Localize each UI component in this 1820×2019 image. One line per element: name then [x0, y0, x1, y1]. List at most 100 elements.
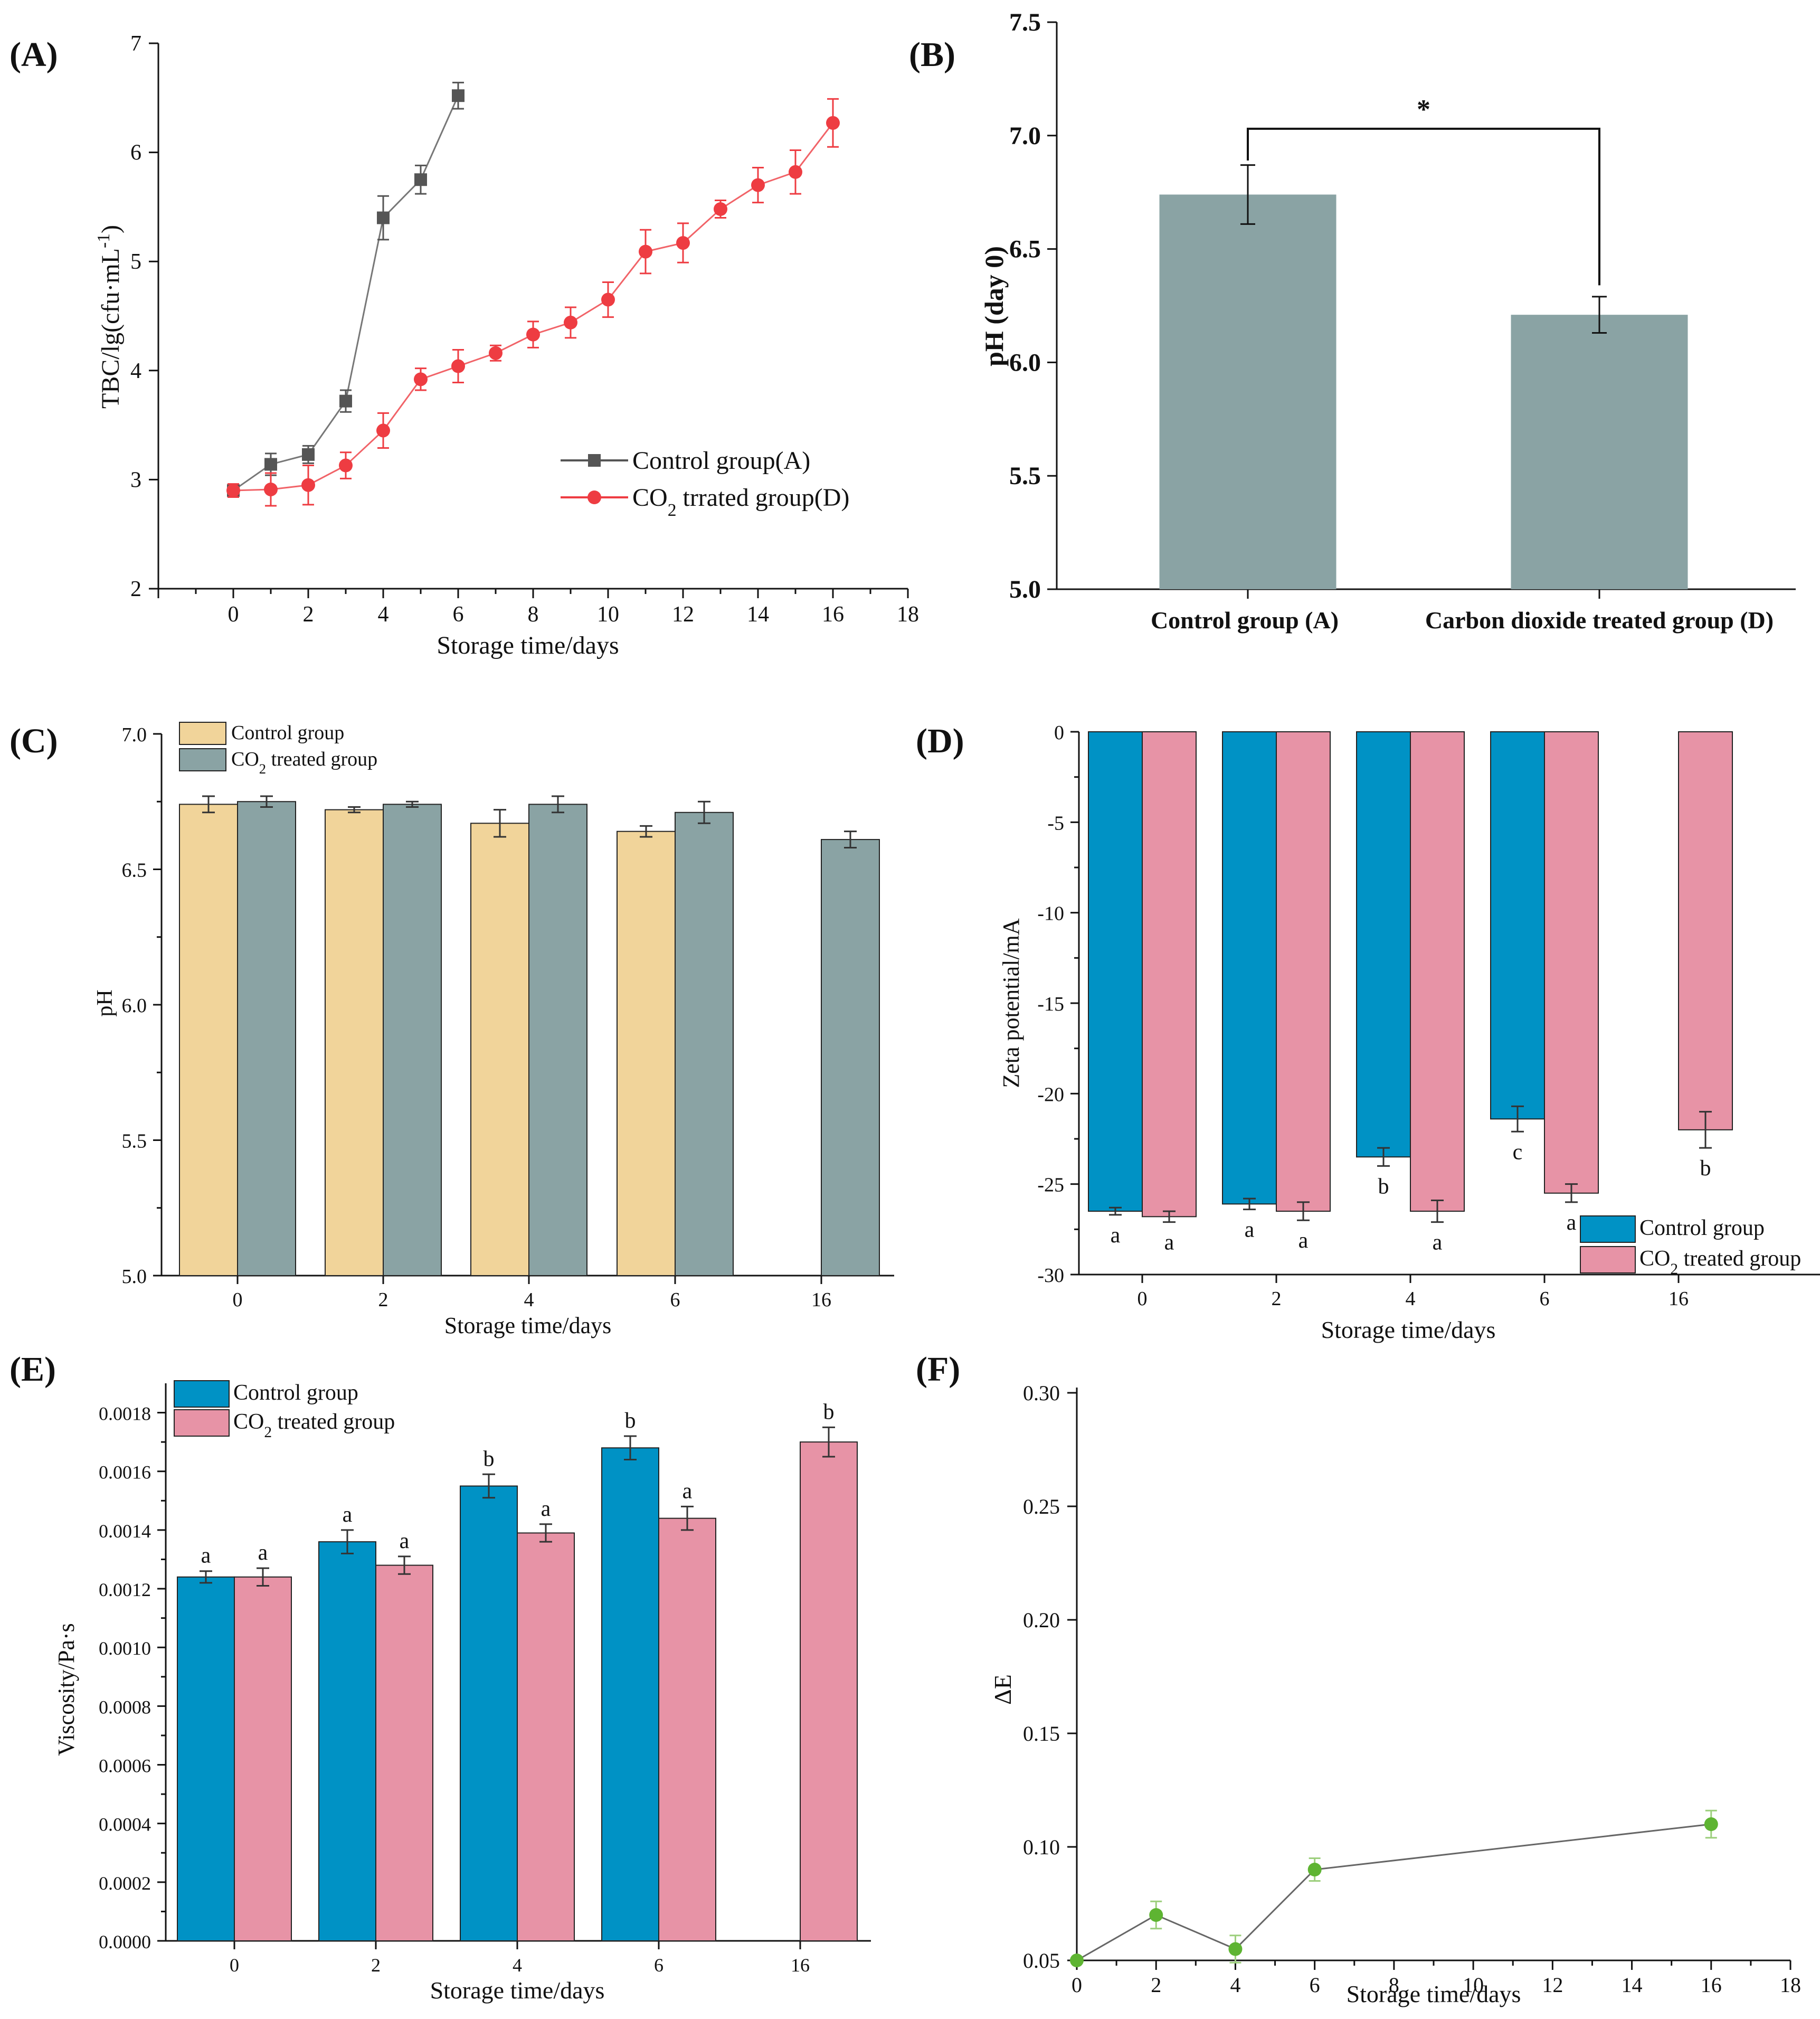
panel-label-A: (A): [10, 35, 58, 74]
sig-letter-E-1-4: b: [823, 1400, 835, 1424]
sig-letter-D-0-3: c: [1513, 1140, 1523, 1164]
bar-D-1-1: [1276, 731, 1331, 1212]
y-tick-label-B-5.0: 5.0: [1009, 575, 1041, 603]
x-axis-label-D: Storage time/days: [1321, 1316, 1496, 1343]
point-A-1-15: [789, 165, 802, 179]
sig-letter-E-1-0: a: [258, 1541, 268, 1565]
significance-mark-B: *: [1417, 95, 1430, 125]
point-A-1-1: [264, 482, 278, 496]
point-A-1-16: [826, 116, 840, 130]
point-A-1-10: [601, 293, 615, 307]
bar-E-0-3: [601, 1447, 659, 1941]
y-tick-label-E-7: 0.0014: [99, 1521, 151, 1542]
x-tick-label-B-1: Carbon dioxide treated group (D): [1425, 607, 1774, 634]
bar-E-1-0: [234, 1576, 292, 1941]
point-A-1-13: [714, 202, 727, 216]
x-tick-label-D-1: 2: [1272, 1288, 1282, 1310]
point-F-2: [1228, 1942, 1243, 1956]
point-A-1-3: [339, 458, 353, 473]
y-tick-label-C-4: 7.0: [122, 724, 147, 746]
bar-B-1: [1511, 315, 1688, 589]
x-tick-label-C-0: 0: [233, 1289, 243, 1311]
sig-letter-E-1-2: a: [541, 1497, 551, 1521]
legend-label-E-0: Control group: [233, 1381, 358, 1405]
sig-letter-D-1-3: a: [1567, 1211, 1577, 1235]
y-tick-label-D-3: -15: [1037, 993, 1064, 1015]
point-A-1-11: [639, 244, 652, 259]
point-A-1-9: [564, 315, 577, 329]
panel-label-D: (D): [916, 722, 964, 760]
bar-E-1-2: [517, 1532, 575, 1941]
bar-D-1-2: [1410, 731, 1465, 1212]
bar-C-0-2: [470, 823, 529, 1277]
x-tick-label-E-3: 6: [654, 1955, 663, 1976]
x-tick-label-A-0: 0: [228, 602, 239, 627]
y-tick-label-F-0.30: 0.30: [1023, 1381, 1060, 1405]
y-tick-label-E-2: 0.0004: [99, 1814, 151, 1835]
y-axis-label-F: ΔE: [989, 1674, 1016, 1705]
x-tick-label-E-1: 2: [371, 1955, 381, 1976]
point-A-0-5: [414, 173, 427, 186]
y-tick-label-E-5: 0.0010: [99, 1638, 151, 1659]
x-tick-label-F-16: 16: [1701, 1973, 1722, 1997]
bar-D-0-2: [1356, 731, 1411, 1158]
y-tick-label-A-7: 7: [130, 32, 141, 56]
y-tick-label-F-0.15: 0.15: [1023, 1722, 1060, 1746]
point-F-3: [1307, 1863, 1322, 1876]
legend-label-A-1: CO2 trrated group(D): [632, 484, 849, 520]
y-tick-label-E-6: 0.0012: [99, 1579, 151, 1600]
x-tick-label-C-4: 16: [811, 1289, 831, 1311]
sig-letter-E-1-1: a: [400, 1529, 410, 1553]
series-line-F: [1076, 1823, 1711, 1961]
x-tick-label-F-18: 18: [1780, 1973, 1801, 1997]
x-axis-label-C: Storage time/days: [444, 1313, 612, 1338]
x-tick-label-A-16: 16: [822, 602, 844, 627]
y-tick-label-F-0.25: 0.25: [1023, 1495, 1060, 1518]
x-tick-label-A-12: 12: [672, 602, 694, 627]
x-tick-label-C-3: 6: [670, 1289, 680, 1311]
x-axis-label-F: Storage time/days: [1347, 1980, 1521, 2007]
bar-D-1-3: [1544, 731, 1599, 1194]
x-tick-label-D-4: 16: [1669, 1288, 1689, 1310]
x-axis-label-A: Storage time/days: [437, 631, 619, 659]
legend-label-D-0: Control group: [1639, 1216, 1765, 1240]
sig-letter-D-0-0: a: [1111, 1223, 1121, 1248]
sig-letter-D-1-4: b: [1700, 1156, 1711, 1181]
x-tick-label-A-6: 6: [453, 602, 464, 627]
y-tick-label-D-6: 0: [1054, 722, 1064, 744]
y-tick-label-D-1: -25: [1037, 1174, 1064, 1196]
legend-marker-A-1: [587, 490, 601, 504]
legend-swatch-C-1: [179, 748, 226, 771]
bar-E-1-1: [375, 1564, 433, 1941]
series-line-A-0: [233, 95, 459, 492]
legend-label-E-1: CO2 treated group: [233, 1410, 395, 1441]
y-tick-label-B-7.5: 7.5: [1009, 8, 1041, 36]
y-tick-label-A-5: 5: [130, 250, 141, 274]
y-tick-label-D-5: -5: [1047, 812, 1064, 834]
x-axis-label-E: Storage time/days: [430, 1977, 605, 2004]
point-A-1-14: [751, 178, 765, 192]
point-A-1-0: [226, 484, 240, 498]
x-tick-label-E-4: 16: [791, 1955, 810, 1976]
x-tick-label-A-2: 2: [303, 602, 314, 627]
y-axis-label-A: TBC/lg(cfu·mL-1): [94, 225, 125, 409]
x-tick-label-C-2: 4: [524, 1289, 534, 1311]
y-tick-label-E-4: 0.0008: [99, 1696, 151, 1718]
bar-C-1-4: [821, 839, 880, 1276]
point-A-0-3: [339, 394, 352, 408]
panel-label-E: (E): [10, 1350, 56, 1389]
point-A-0-6: [452, 89, 465, 102]
y-tick-label-E-8: 0.0016: [99, 1462, 151, 1483]
bar-E-0-1: [318, 1541, 376, 1941]
x-tick-label-A-10: 10: [597, 602, 619, 627]
y-tick-label-C-1: 5.5: [122, 1130, 147, 1153]
y-tick-label-F-0.20: 0.20: [1023, 1608, 1060, 1632]
bar-D-1-4: [1678, 731, 1733, 1130]
sig-letter-E-0-1: a: [343, 1503, 353, 1527]
bar-E-1-4: [800, 1441, 858, 1942]
bar-D-0-3: [1490, 731, 1545, 1120]
bar-E-0-0: [177, 1576, 235, 1941]
y-axis-label-D: Zeta potential/mA: [998, 918, 1024, 1088]
y-tick-label-B-6.5: 6.5: [1009, 235, 1041, 263]
